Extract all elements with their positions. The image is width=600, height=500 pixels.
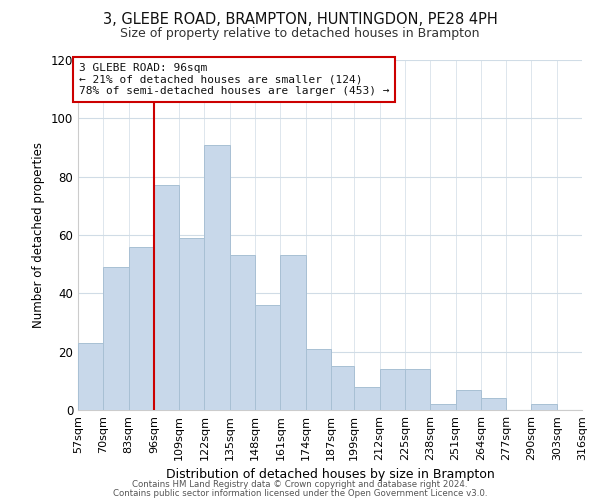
Bar bbox=[78, 343, 103, 410]
Bar bbox=[154, 186, 179, 410]
Text: Contains public sector information licensed under the Open Government Licence v3: Contains public sector information licen… bbox=[113, 488, 487, 498]
Bar bbox=[331, 366, 355, 410]
Bar bbox=[128, 246, 154, 410]
Y-axis label: Number of detached properties: Number of detached properties bbox=[32, 142, 45, 328]
Bar bbox=[430, 404, 455, 410]
Bar bbox=[280, 256, 305, 410]
Text: Contains HM Land Registry data © Crown copyright and database right 2024.: Contains HM Land Registry data © Crown c… bbox=[132, 480, 468, 489]
Bar bbox=[455, 390, 481, 410]
Bar bbox=[230, 256, 255, 410]
Bar bbox=[380, 369, 405, 410]
Bar bbox=[481, 398, 506, 410]
Text: 3 GLEBE ROAD: 96sqm
← 21% of detached houses are smaller (124)
78% of semi-detac: 3 GLEBE ROAD: 96sqm ← 21% of detached ho… bbox=[79, 63, 389, 96]
X-axis label: Distribution of detached houses by size in Brampton: Distribution of detached houses by size … bbox=[166, 468, 494, 481]
Bar bbox=[179, 238, 205, 410]
Bar bbox=[405, 369, 430, 410]
Bar bbox=[255, 305, 280, 410]
Bar bbox=[305, 349, 331, 410]
Bar bbox=[103, 267, 128, 410]
Text: Size of property relative to detached houses in Brampton: Size of property relative to detached ho… bbox=[120, 28, 480, 40]
Bar bbox=[205, 144, 230, 410]
Bar bbox=[355, 386, 380, 410]
Text: 3, GLEBE ROAD, BRAMPTON, HUNTINGDON, PE28 4PH: 3, GLEBE ROAD, BRAMPTON, HUNTINGDON, PE2… bbox=[103, 12, 497, 28]
Bar bbox=[532, 404, 557, 410]
